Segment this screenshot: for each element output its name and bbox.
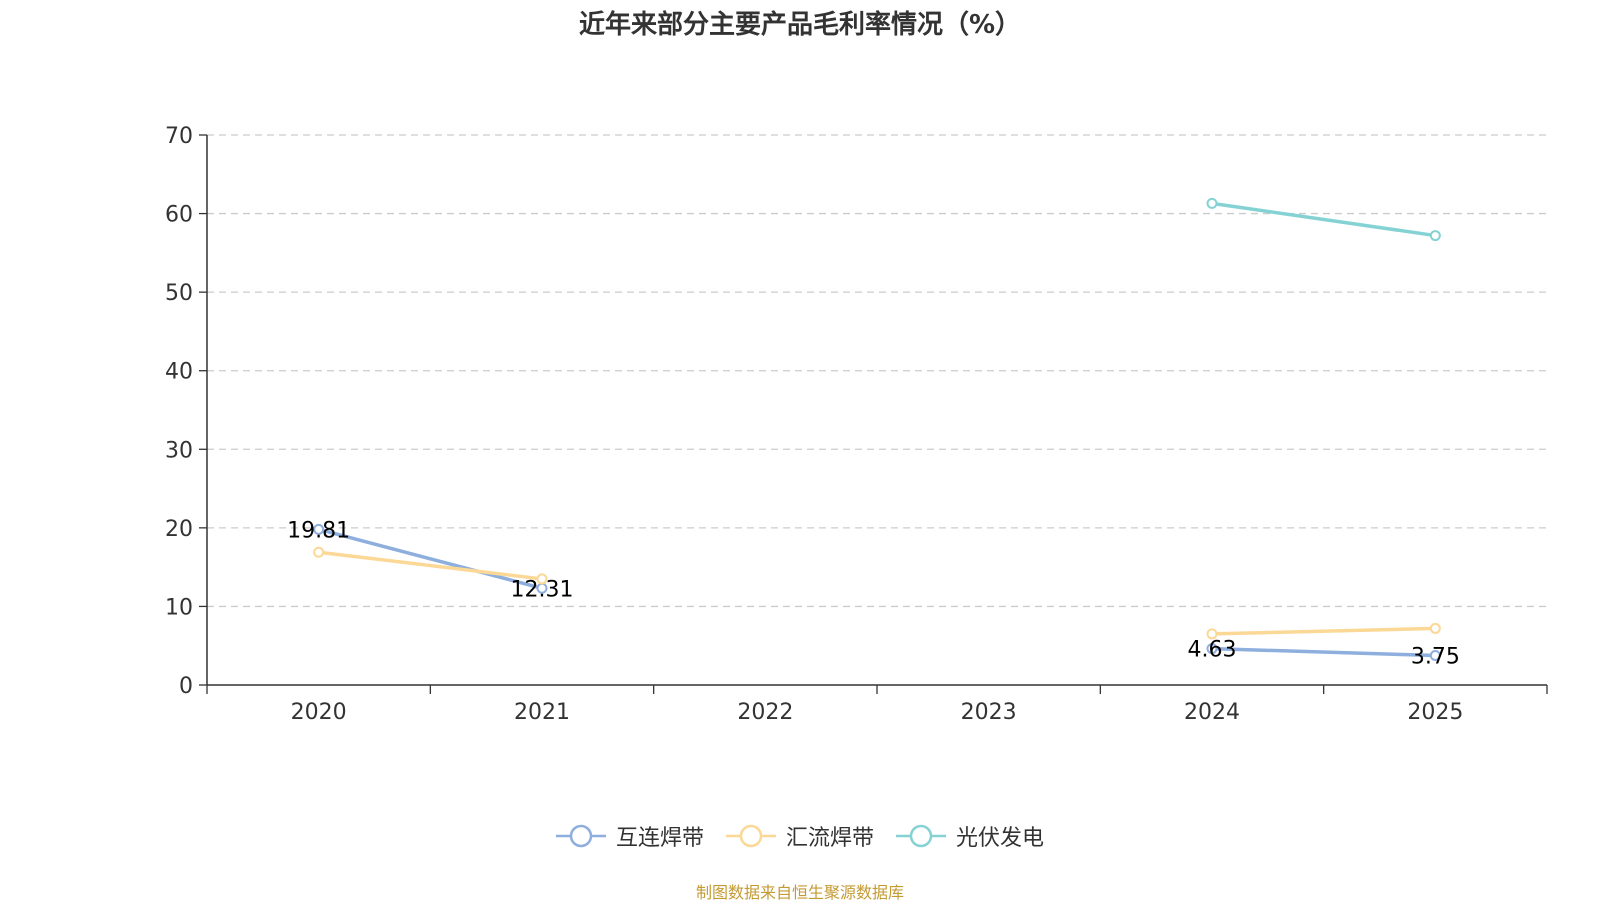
legend-item[interactable]: 汇流焊带 — [725, 820, 874, 852]
series-3 — [1206, 197, 1441, 242]
series-line-segment — [1210, 201, 1438, 238]
data-point — [1206, 197, 1218, 209]
legend-label: 汇流焊带 — [785, 826, 874, 851]
legend-label: 互连焊带 — [615, 826, 704, 851]
data-label: 19.81 — [287, 518, 350, 543]
y-tick-label: 40 — [165, 360, 193, 385]
data-point — [1429, 622, 1441, 634]
data-point — [1429, 650, 1441, 662]
legend-label: 光伏发电 — [956, 826, 1045, 851]
series-2 — [313, 546, 1441, 640]
series-line-segment — [316, 550, 544, 581]
series-line-segment — [316, 527, 544, 591]
x-tick-label: 2024 — [1184, 700, 1240, 725]
legend-swatch-icon — [725, 824, 776, 848]
chart-title: 近年来部分主要产品毛利率情况（%） — [578, 10, 1022, 40]
y-tick-label: 50 — [165, 281, 193, 306]
legend-swatch-icon — [555, 824, 606, 848]
y-tick-label: 0 — [179, 674, 193, 699]
x-tick-label: 2025 — [1407, 700, 1463, 725]
legend-item[interactable]: 互连焊带 — [555, 820, 704, 852]
data-point — [313, 523, 325, 535]
legend-swatch-icon — [896, 824, 946, 848]
y-tick-label: 10 — [165, 595, 193, 620]
grid-lines — [207, 134, 1547, 608]
x-tick-label: 2023 — [961, 700, 1017, 725]
series-line-segment — [1210, 646, 1438, 658]
y-tick-label: 70 — [165, 124, 193, 149]
data-point — [1206, 628, 1218, 640]
axes: 0 10 20 30 40 50 60 70 2020 2021 2022 2023 2024 2025 — [165, 124, 1548, 725]
source-note: 制图数据来自恒生聚源数据库 — [695, 883, 904, 902]
data-label: 4.63 — [1188, 638, 1237, 663]
data-label: 12.31 — [511, 577, 574, 602]
series-1 — [313, 523, 1441, 662]
data-point — [1206, 643, 1218, 655]
legend: 互连焊带 汇流焊带 光伏发电 — [0, 820, 1600, 852]
x-tick-label: 2021 — [514, 700, 570, 725]
y-tick-label: 20 — [165, 517, 193, 542]
data-point — [536, 573, 548, 585]
series-line-segment — [1210, 626, 1438, 636]
legend-item[interactable]: 光伏发电 — [896, 820, 1044, 852]
y-tick-label: 30 — [165, 438, 193, 463]
series-lines — [313, 197, 1441, 662]
data-point — [313, 546, 325, 558]
x-tick-label: 2022 — [737, 700, 793, 725]
x-tick-label: 2020 — [291, 700, 347, 725]
y-tick-label: 60 — [165, 203, 193, 228]
data-label: 3.75 — [1411, 645, 1460, 670]
data-labels: 19.81 12.31 4.63 3.75 — [287, 518, 1460, 669]
data-point — [1429, 230, 1441, 242]
